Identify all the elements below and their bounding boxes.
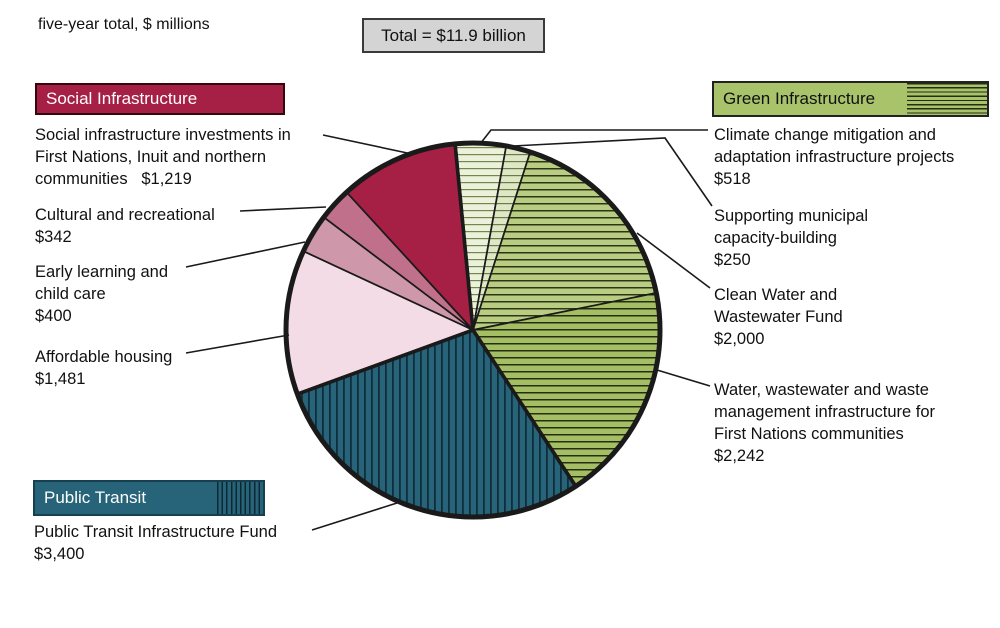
legend-transit-stripe-swatch (217, 482, 263, 514)
callout-leader-line (239, 206, 327, 212)
callout-leader-line (185, 241, 306, 268)
legend-green-infrastructure: Green Infrastructure (712, 81, 989, 117)
callout-water-first-nations: Water, wastewater and waste management i… (714, 381, 936, 465)
callout-social-first-nations: Social infrastructure investments in Fir… (35, 126, 291, 188)
legend-green-stripe-swatch (907, 83, 987, 115)
pie-outer-rim (283, 140, 663, 520)
callout-leader-line (636, 232, 711, 289)
callout-cultural-recreational: Cultural and recreational $342 (35, 206, 215, 246)
legend-public-transit: Public Transit (33, 480, 265, 516)
total-callout-box: Total = $11.9 billion (362, 18, 545, 53)
callout-leader-line (512, 137, 713, 207)
callout-leader-line (479, 129, 708, 145)
callout-affordable-housing: Affordable housing $1,481 (35, 348, 173, 388)
callout-leader-line (185, 334, 290, 354)
legend-transit-label: Public Transit (44, 488, 147, 507)
legend-social-infrastructure: Social Infrastructure (35, 83, 285, 115)
legend-social-label: Social Infrastructure (46, 89, 198, 108)
callout-public-transit-fund: Public Transit Infrastructure Fund $3,40… (34, 523, 278, 563)
callout-leader-line (311, 502, 398, 531)
legend-green-label: Green Infrastructure (723, 89, 876, 108)
callout-early-learning: Early learning and child care $400 (35, 263, 168, 325)
callout-leader-line (656, 369, 711, 387)
callout-climate-change: Climate change mitigation and adaptation… (714, 126, 955, 188)
callout-municipal-capacity: Supporting municipal capacity-building $… (714, 207, 869, 269)
chart-units-note: five-year total, $ millions (38, 16, 210, 33)
callout-clean-water-fund: Clean Water and Wastewater Fund $2,000 (714, 286, 843, 348)
total-label: Total = $11.9 billion (381, 25, 526, 45)
callout-leader-line (322, 134, 413, 155)
